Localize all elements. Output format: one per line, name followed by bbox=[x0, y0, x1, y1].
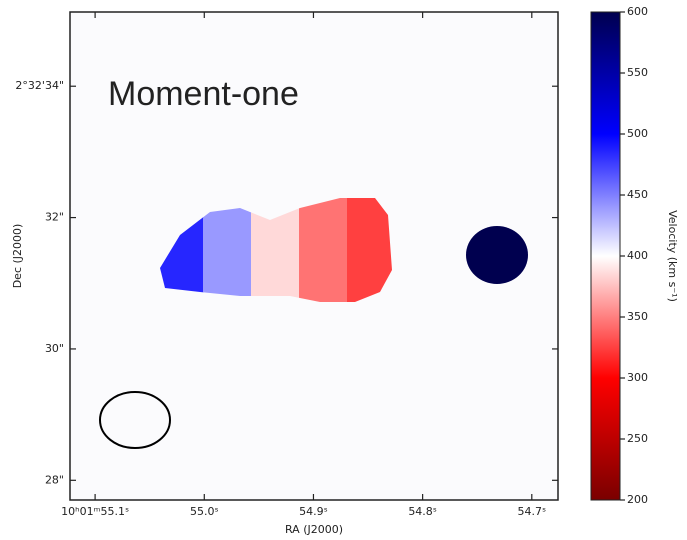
colorbar-tick-label: 200 bbox=[627, 493, 648, 506]
y-axis-label: Dec (J2000) bbox=[11, 224, 24, 289]
colorbar-tick-label: 500 bbox=[627, 127, 648, 140]
x-tick-label: 55.0ˢ bbox=[190, 505, 219, 518]
x-tick-label: 54.9ˢ bbox=[299, 505, 328, 518]
y-tick-label: 28" bbox=[45, 473, 64, 486]
colorbar-tick-label: 550 bbox=[627, 66, 648, 79]
chart-title: Moment-one bbox=[108, 75, 299, 113]
colorbar-tick-label: 350 bbox=[627, 310, 648, 323]
compact-source bbox=[466, 226, 528, 284]
colorbar bbox=[591, 12, 620, 500]
colorbar-tick-label: 450 bbox=[627, 188, 648, 201]
y-tick-label: 2°32'34" bbox=[15, 79, 64, 92]
velocity-slice bbox=[299, 190, 348, 310]
x-tick-label: 54.7ˢ bbox=[517, 505, 546, 518]
colorbar-tick-label: 600 bbox=[627, 5, 648, 18]
x-tick-label: 54.8ˢ bbox=[408, 505, 437, 518]
colorbar-tick-label: 400 bbox=[627, 249, 648, 262]
colorbar-tick-label: 250 bbox=[627, 432, 648, 445]
y-tick-label: 32" bbox=[45, 211, 64, 224]
x-axis-label: RA (J2000) bbox=[285, 523, 343, 536]
colorbar-label: Velocity (km s⁻¹) bbox=[666, 210, 679, 302]
colorbar-tick-label: 300 bbox=[627, 371, 648, 384]
chart: Moment-one RA (J2000) Dec (J2000) Veloci… bbox=[0, 0, 687, 540]
y-tick-label: 30" bbox=[45, 342, 64, 355]
x-tick-label: 10ʰ01ᵐ55.1ˢ bbox=[61, 505, 129, 518]
